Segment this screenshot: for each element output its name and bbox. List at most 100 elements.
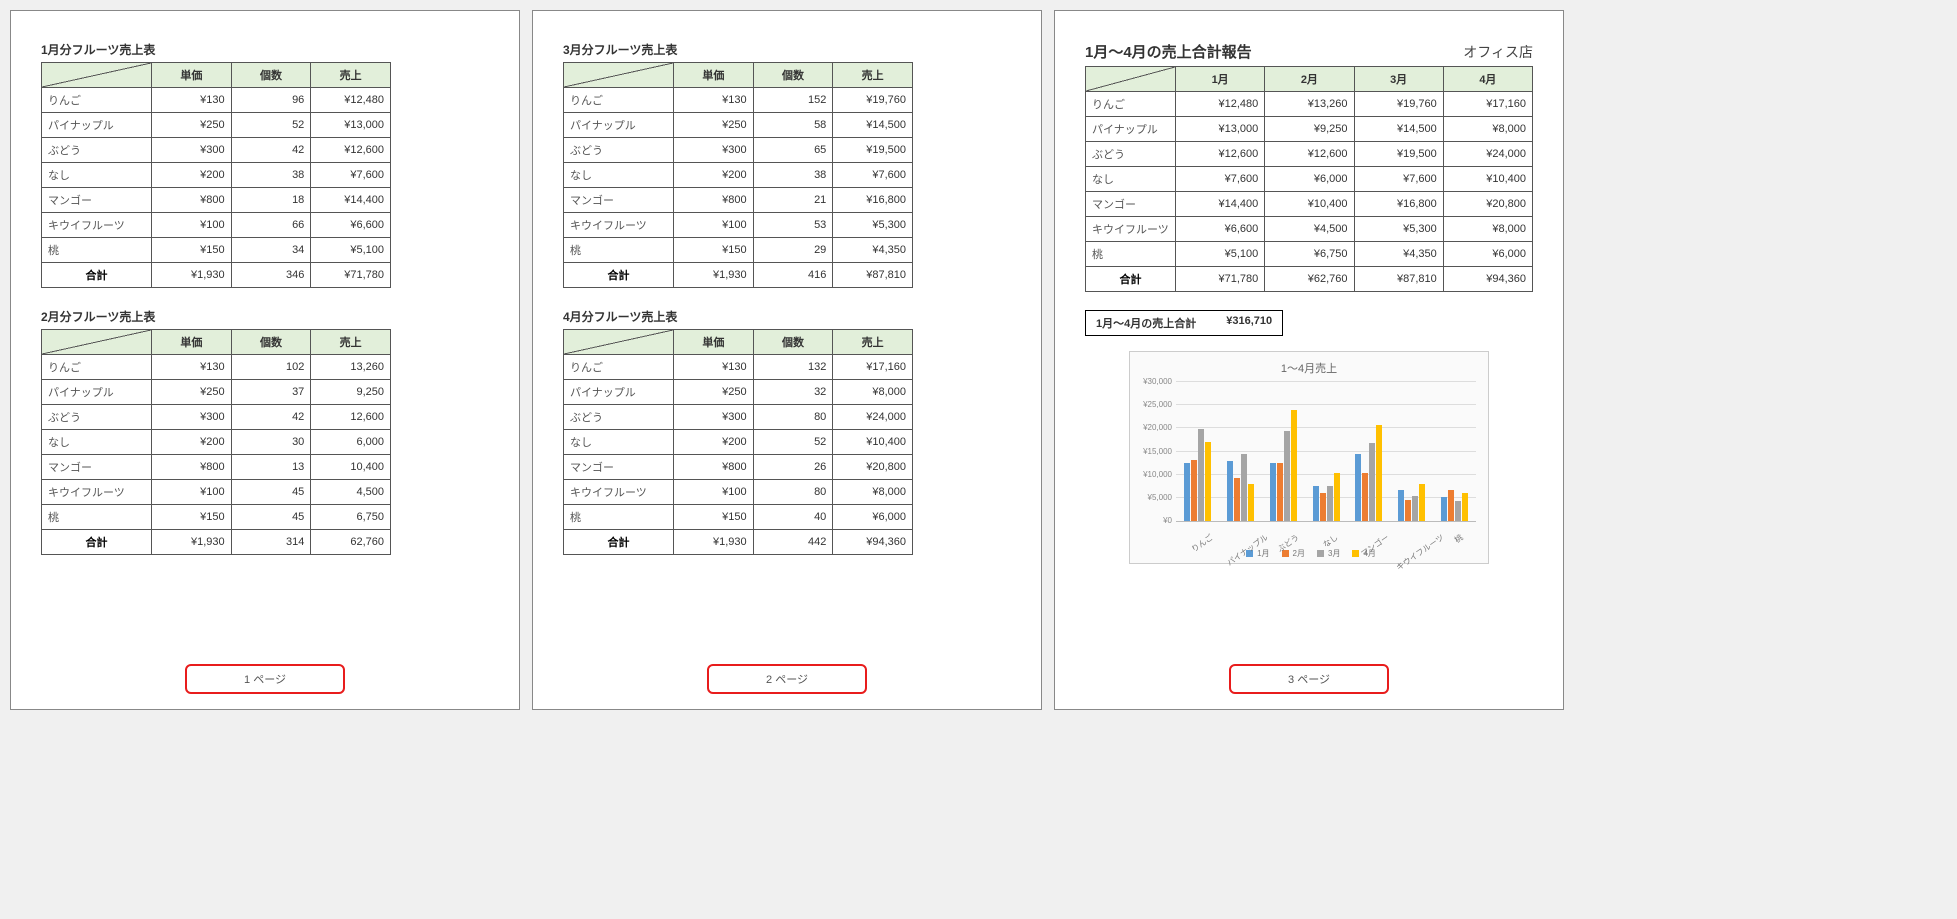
qty-cell: 38 bbox=[753, 163, 833, 188]
price-cell: ¥100 bbox=[152, 213, 232, 238]
sales-cell: ¥10,400 bbox=[1265, 192, 1354, 217]
qty-cell: 45 bbox=[231, 480, 311, 505]
total-label: 合計 bbox=[564, 263, 674, 288]
sales-cell: 12,600 bbox=[311, 405, 391, 430]
fruit-name: 桃 bbox=[564, 238, 674, 263]
diag-header bbox=[42, 63, 152, 88]
ytick-label: ¥0 bbox=[1138, 516, 1172, 525]
sales-cell: ¥17,160 bbox=[833, 355, 913, 380]
table-row: キウイフルーツ¥6,600¥4,500¥5,300¥8,000 bbox=[1086, 217, 1533, 242]
col-header: 売上 bbox=[833, 330, 913, 355]
chart-bar bbox=[1441, 497, 1447, 521]
total-price: ¥1,930 bbox=[674, 530, 754, 555]
total-sales: ¥87,810 bbox=[833, 263, 913, 288]
fruit-name: なし bbox=[42, 163, 152, 188]
jan-table: 単価個数売上りんご¥13096¥12,480パイナップル¥25052¥13,00… bbox=[41, 62, 391, 288]
sales-cell: ¥13,000 bbox=[1176, 117, 1265, 142]
total-sales: ¥94,360 bbox=[833, 530, 913, 555]
sales-cell: 6,000 bbox=[311, 430, 391, 455]
page-container: 1月分フルーツ売上表単価個数売上りんご¥13096¥12,480パイナップル¥2… bbox=[10, 10, 1947, 710]
col-header: 単価 bbox=[152, 330, 232, 355]
table-row: なし¥20038¥7,600 bbox=[564, 163, 913, 188]
chart-bar bbox=[1234, 478, 1240, 521]
table-row: ぶどう¥30042¥12,600 bbox=[42, 138, 391, 163]
chart-bar bbox=[1398, 490, 1404, 521]
total-price: ¥1,930 bbox=[674, 263, 754, 288]
price-cell: ¥250 bbox=[152, 113, 232, 138]
sales-cell: ¥12,600 bbox=[1176, 142, 1265, 167]
jan-title: 1月分フルーツ売上表 bbox=[41, 41, 489, 58]
price-cell: ¥130 bbox=[152, 88, 232, 113]
qty-cell: 13 bbox=[231, 455, 311, 480]
table-row: 桃¥150456,750 bbox=[42, 505, 391, 530]
chart-bar bbox=[1284, 431, 1290, 521]
fruit-name: なし bbox=[42, 430, 152, 455]
col-header: 単価 bbox=[674, 330, 754, 355]
mar-title: 3月分フルーツ売上表 bbox=[563, 41, 1011, 58]
sales-cell: ¥12,600 bbox=[1265, 142, 1354, 167]
diag-header bbox=[564, 63, 674, 88]
table-row: りんご¥12,480¥13,260¥19,760¥17,160 bbox=[1086, 92, 1533, 117]
col-header: 売上 bbox=[311, 330, 391, 355]
sales-cell: ¥20,800 bbox=[1443, 192, 1532, 217]
fruit-name: パイナップル bbox=[42, 113, 152, 138]
table-row: パイナップル¥25032¥8,000 bbox=[564, 380, 913, 405]
table-row: りんご¥13010213,260 bbox=[42, 355, 391, 380]
qty-cell: 45 bbox=[231, 505, 311, 530]
sales-cell: ¥13,000 bbox=[311, 113, 391, 138]
qty-cell: 102 bbox=[231, 355, 311, 380]
total-label: 合計 bbox=[1086, 267, 1176, 292]
chart-group: なし bbox=[1305, 382, 1348, 521]
sales-cell: ¥7,600 bbox=[1176, 167, 1265, 192]
price-cell: ¥130 bbox=[674, 355, 754, 380]
qty-cell: 34 bbox=[231, 238, 311, 263]
fruit-name: パイナップル bbox=[42, 380, 152, 405]
apr-table: 単価個数売上りんご¥130132¥17,160パイナップル¥25032¥8,00… bbox=[563, 329, 913, 555]
sales-cell: 10,400 bbox=[311, 455, 391, 480]
fruit-name: マンゴー bbox=[42, 455, 152, 480]
fruit-name: りんご bbox=[42, 355, 152, 380]
table-row: りんご¥130132¥17,160 bbox=[564, 355, 913, 380]
sales-cell: ¥6,600 bbox=[1176, 217, 1265, 242]
sales-cell: ¥6,000 bbox=[1443, 242, 1532, 267]
total-row: 合計¥1,930416¥87,810 bbox=[564, 263, 913, 288]
qty-cell: 38 bbox=[231, 163, 311, 188]
sales-cell: ¥14,400 bbox=[311, 188, 391, 213]
sales-cell: ¥24,000 bbox=[1443, 142, 1532, 167]
chart-bar bbox=[1205, 442, 1211, 522]
qty-cell: 65 bbox=[753, 138, 833, 163]
sales-cell: ¥6,750 bbox=[1265, 242, 1354, 267]
chart-bar bbox=[1334, 473, 1340, 521]
chart-bar bbox=[1184, 463, 1190, 521]
total-qty: 346 bbox=[231, 263, 311, 288]
qty-cell: 30 bbox=[231, 430, 311, 455]
page-2: 3月分フルーツ売上表単価個数売上りんご¥130152¥19,760パイナップル¥… bbox=[532, 10, 1042, 710]
fruit-name: 桃 bbox=[564, 505, 674, 530]
page-1: 1月分フルーツ売上表単価個数売上りんご¥13096¥12,480パイナップル¥2… bbox=[10, 10, 520, 710]
fruit-name: なし bbox=[1086, 167, 1176, 192]
price-cell: ¥200 bbox=[152, 163, 232, 188]
table-row: キウイフルーツ¥10066¥6,600 bbox=[42, 213, 391, 238]
fruit-name: マンゴー bbox=[1086, 192, 1176, 217]
total-row: 合計¥71,780¥62,760¥87,810¥94,360 bbox=[1086, 267, 1533, 292]
total-price: ¥1,930 bbox=[152, 263, 232, 288]
price-cell: ¥250 bbox=[674, 113, 754, 138]
sales-cell: ¥5,300 bbox=[833, 213, 913, 238]
qty-cell: 40 bbox=[753, 505, 833, 530]
price-cell: ¥130 bbox=[152, 355, 232, 380]
total-qty: 442 bbox=[753, 530, 833, 555]
total-row: 合計¥1,93031462,760 bbox=[42, 530, 391, 555]
table-row: キウイフルーツ¥10053¥5,300 bbox=[564, 213, 913, 238]
price-cell: ¥800 bbox=[674, 455, 754, 480]
table-row: ぶどう¥30080¥24,000 bbox=[564, 405, 913, 430]
price-cell: ¥100 bbox=[674, 480, 754, 505]
grand-total-box: 1月～4月の売上合計 ¥316,710 bbox=[1085, 310, 1283, 336]
sales-cell: ¥4,350 bbox=[1354, 242, 1443, 267]
total-row: 合計¥1,930346¥71,780 bbox=[42, 263, 391, 288]
sales-cell: ¥13,260 bbox=[1265, 92, 1354, 117]
sales-cell: ¥14,500 bbox=[833, 113, 913, 138]
summary-store: オフィス店 bbox=[1463, 42, 1533, 62]
ytick-label: ¥15,000 bbox=[1138, 447, 1172, 456]
sales-cell: 9,250 bbox=[311, 380, 391, 405]
chart-group: 桃 bbox=[1433, 382, 1476, 521]
